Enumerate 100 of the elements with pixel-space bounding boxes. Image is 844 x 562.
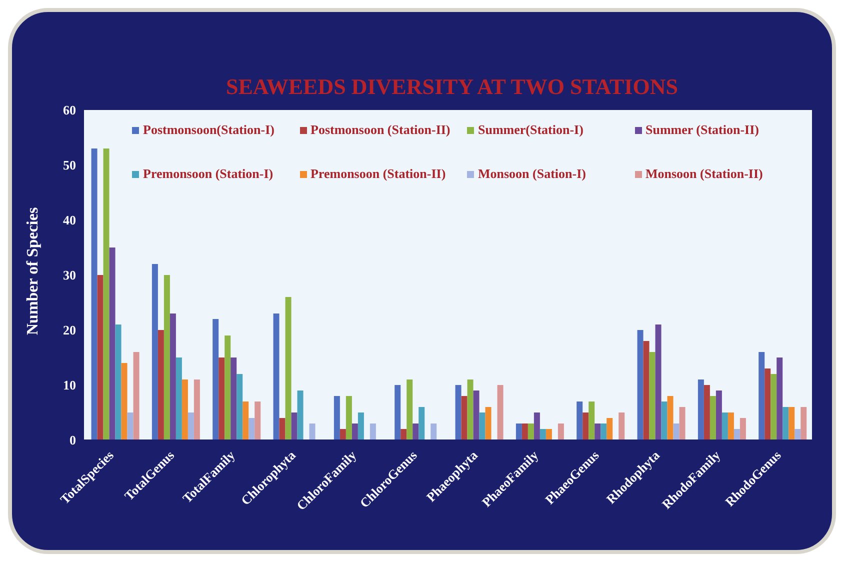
bar — [782, 407, 789, 440]
bar — [242, 402, 249, 440]
bar — [528, 424, 534, 440]
bar — [170, 314, 176, 440]
bar — [516, 424, 522, 440]
bar — [279, 418, 286, 440]
bar — [776, 358, 783, 440]
legend-label: Monsoon (Sation-I) — [478, 166, 586, 182]
bar — [182, 380, 188, 440]
bar — [546, 429, 552, 440]
bar — [667, 396, 674, 440]
bar — [710, 396, 716, 440]
legend-label: Postmonsoon (Station-II) — [310, 122, 450, 138]
bar — [794, 429, 801, 440]
bar — [588, 402, 595, 440]
y-tick-label: 10 — [63, 378, 76, 393]
bar — [479, 412, 486, 440]
bar — [637, 330, 644, 440]
bar — [461, 396, 468, 440]
bar — [770, 374, 777, 440]
bar — [649, 352, 656, 440]
bar — [121, 363, 128, 440]
bar — [406, 380, 413, 440]
bar — [673, 424, 680, 440]
bar — [352, 424, 358, 440]
bar — [558, 424, 564, 440]
bar — [254, 402, 261, 440]
bar — [158, 330, 164, 440]
bar — [394, 385, 401, 440]
bar — [248, 418, 255, 440]
bar — [176, 358, 182, 440]
y-tick-label: 60 — [63, 102, 76, 118]
chart-title: SEAWEEDS DIVERSITY AT TWO STATIONS — [225, 74, 679, 100]
bar — [115, 324, 122, 440]
bar — [606, 418, 613, 440]
bar — [600, 424, 607, 440]
y-tick-label: 40 — [63, 212, 76, 228]
bar — [334, 396, 340, 440]
bar — [764, 368, 771, 440]
y-tick-label: 0 — [70, 432, 76, 448]
legend-label: Postmonsoon(Station-I) — [143, 122, 274, 138]
bar — [716, 390, 722, 440]
bar — [103, 148, 110, 440]
bar — [800, 407, 807, 440]
bar — [418, 407, 425, 440]
bar — [309, 424, 316, 440]
bar — [618, 412, 625, 440]
bar — [594, 424, 601, 440]
bar — [497, 385, 504, 440]
bar — [655, 324, 662, 440]
bar — [728, 412, 734, 440]
bar — [273, 314, 280, 440]
bar — [576, 402, 583, 440]
bar — [704, 385, 710, 440]
bar — [91, 148, 98, 440]
bar — [127, 412, 134, 440]
legend-label: Premonsoon (Station-I) — [143, 166, 274, 182]
legend-label: Summer (Station-II) — [646, 122, 760, 138]
y-axis-title: Number of Species — [24, 207, 42, 335]
bar — [467, 380, 474, 440]
bar — [534, 412, 540, 440]
bar — [230, 358, 237, 440]
bar — [291, 412, 298, 440]
bar — [740, 418, 746, 440]
bar — [297, 390, 304, 440]
bar — [152, 264, 158, 440]
bar — [109, 248, 116, 440]
bar — [212, 319, 219, 440]
bar — [358, 412, 364, 440]
bar — [430, 424, 437, 440]
bar — [734, 429, 740, 440]
bar — [722, 412, 728, 440]
bar — [788, 407, 795, 440]
bar — [455, 385, 462, 440]
bar — [400, 429, 407, 440]
bar — [218, 358, 225, 440]
bar — [236, 374, 243, 440]
bar — [188, 412, 194, 440]
bar — [643, 341, 650, 440]
bar — [340, 429, 346, 440]
bar — [758, 352, 765, 440]
bar — [582, 412, 589, 440]
legend-label: Summer(Station-I) — [478, 122, 584, 138]
y-tick-label: 20 — [63, 322, 76, 338]
bar — [346, 396, 352, 440]
bar — [133, 352, 140, 440]
bar — [370, 424, 376, 440]
bar — [164, 275, 170, 440]
bar — [194, 380, 200, 440]
bar — [473, 390, 480, 440]
bar — [698, 380, 704, 440]
bar — [522, 424, 528, 440]
bar — [412, 424, 419, 440]
y-tick-label: 50 — [63, 158, 76, 173]
legend-label: Premonsoon (Station-II) — [310, 166, 446, 182]
bar — [285, 297, 292, 440]
bar — [97, 275, 104, 440]
bar — [679, 407, 686, 440]
legend-label: Monsoon (Station-II) — [646, 166, 763, 182]
bar — [485, 407, 492, 440]
